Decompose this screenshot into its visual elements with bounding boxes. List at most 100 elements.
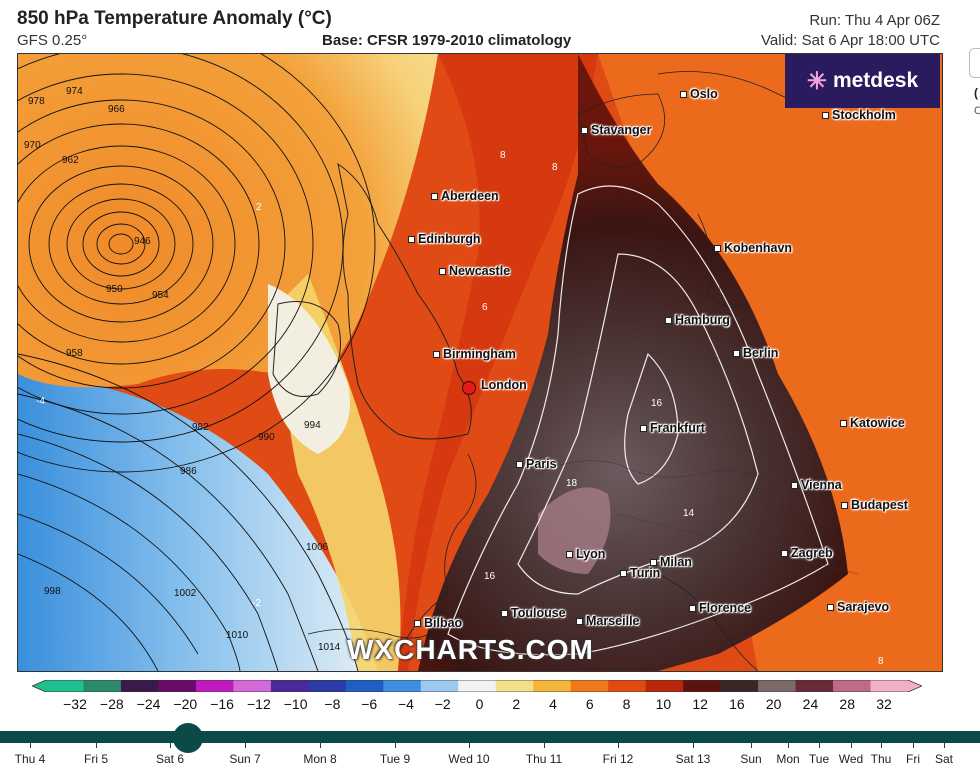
- timeline-day-label[interactable]: Mon 8: [303, 752, 337, 766]
- timeline-day-label[interactable]: Mon: [776, 752, 800, 766]
- timeline-day-label[interactable]: Sat 13: [675, 752, 711, 766]
- colorbar-tick-label: −6: [361, 696, 378, 712]
- timeline-day-label[interactable]: Wed: [838, 752, 864, 766]
- timeline-tick: [913, 742, 914, 748]
- city-label: Newcastle: [439, 264, 510, 278]
- anomaly-label: -4: [36, 396, 45, 407]
- colorbar-tick-label: −10: [283, 696, 308, 712]
- city-label: Marseille: [576, 614, 640, 628]
- anomaly-map[interactable]: [17, 53, 943, 672]
- city-label: Aberdeen: [431, 189, 499, 203]
- anomaly-label: 18: [566, 478, 578, 489]
- timeline-tick: [851, 742, 852, 748]
- anomaly-label: 2: [256, 202, 262, 213]
- timeline-track[interactable]: [0, 731, 980, 743]
- london-marker-icon: [462, 381, 476, 395]
- colorbar-tick-label: 32: [876, 696, 892, 712]
- timeline-scrubber[interactable]: [173, 723, 203, 753]
- city-label: Budapest: [841, 498, 908, 512]
- colorbar-tick-label: 8: [622, 696, 631, 712]
- city-label: Milan: [650, 555, 692, 569]
- city-label: Hamburg: [665, 313, 730, 327]
- colorbar-segment: [608, 680, 647, 692]
- isobar-label: 950: [106, 284, 123, 295]
- colorbar-segment: [383, 680, 422, 692]
- timeline-tick: [544, 742, 545, 748]
- colorbar-segment: [795, 680, 834, 692]
- isobar-label: 966: [108, 104, 125, 115]
- isobar-label: 1014: [318, 642, 341, 653]
- metdesk-logo-text: metdesk: [832, 69, 919, 92]
- timeline-day-label[interactable]: Thu 4: [14, 752, 46, 766]
- isobar-label: 994: [304, 420, 321, 431]
- colorbar-tick-label: −24: [136, 696, 161, 712]
- isobar-label: 974: [66, 86, 83, 97]
- colorbar-segment: [458, 680, 497, 692]
- timeline-day-label[interactable]: Tue: [808, 752, 830, 766]
- city-label: Bilbao: [414, 616, 462, 630]
- side-panel-text: (: [974, 86, 978, 100]
- colorbar-tick-label: 10: [655, 696, 672, 712]
- timeline-tick: [788, 742, 789, 748]
- colorbar-tick-label: 4: [549, 696, 557, 712]
- city-label: Edinburgh: [408, 232, 481, 246]
- colorbar-tick-label: −28: [99, 696, 124, 712]
- colorbar-segment: [345, 680, 384, 692]
- timeline-day-label[interactable]: Sun: [740, 752, 762, 766]
- timeline-tick: [170, 742, 171, 748]
- timeline-tick: [751, 742, 752, 748]
- colorbar-segment: [645, 680, 684, 692]
- colorbar-tick-label: −16: [210, 696, 234, 712]
- timeline-day-label[interactable]: Sat: [934, 752, 954, 766]
- timeline-day-label[interactable]: Fri 5: [84, 752, 108, 766]
- city-label: London: [481, 378, 527, 392]
- timeline-tick: [693, 742, 694, 748]
- colorbar-segment: [683, 680, 722, 692]
- timeline-tick: [320, 742, 321, 748]
- timeline-day-label[interactable]: Thu: [870, 752, 892, 766]
- colorbar-tick-label: 20: [765, 696, 782, 712]
- isobar-label: 970: [24, 140, 41, 151]
- timeline-day-label[interactable]: Tue 9: [379, 752, 411, 766]
- colorbar-tick-label: 0: [475, 696, 484, 712]
- timeline-day-label[interactable]: Sat 6: [155, 752, 185, 766]
- colorbar-segment: [420, 680, 459, 692]
- timeline-day-label[interactable]: Fri 12: [602, 752, 634, 766]
- isobar-label: 990: [258, 432, 275, 443]
- city-label: Stavanger: [581, 123, 651, 137]
- timeline-day-label[interactable]: Wed 10: [448, 752, 490, 766]
- isobar-label: 962: [62, 155, 79, 166]
- anomaly-contours: [447, 185, 829, 656]
- isobar-label: 946: [134, 236, 151, 247]
- timeline-day-label[interactable]: Fri: [906, 752, 920, 766]
- timeline-tick: [245, 742, 246, 748]
- city-label: Lyon: [566, 547, 605, 561]
- timeline-day-label[interactable]: Sun 7: [229, 752, 261, 766]
- colorbar-segment: [870, 680, 909, 692]
- isobars: [18, 54, 376, 671]
- chart-title: 850 hPa Temperature Anomaly (°C): [17, 8, 332, 29]
- colorbar-tick-label: 28: [839, 696, 856, 712]
- side-panel-button[interactable]: [969, 48, 980, 78]
- isobar-label: 954: [152, 290, 169, 301]
- anomaly-label: 16: [484, 571, 496, 582]
- model-label: GFS 0.25°: [17, 32, 88, 49]
- colorbar-tick-label: −8: [324, 696, 341, 712]
- base-climatology-label: Base: CFSR 1979-2010 climatology: [322, 32, 572, 49]
- timeline-tick: [469, 742, 470, 748]
- city-label: Kobenhavn: [714, 241, 792, 255]
- city-label: Florence: [689, 601, 751, 615]
- anomaly-label: 8: [878, 656, 884, 667]
- map-canvas: [18, 54, 942, 671]
- isobar-label: 998: [44, 586, 61, 597]
- city-label: Turin: [620, 566, 660, 580]
- city-label: Zagreb: [781, 546, 833, 560]
- timeline-day-label[interactable]: Thu 11: [525, 752, 563, 766]
- colorbar-tick-label: −2: [434, 696, 451, 712]
- colorbar: [32, 680, 922, 692]
- colorbar-tick-label: −20: [173, 696, 198, 712]
- colorbar-right-tip: [908, 680, 922, 692]
- isobar-label: 1002: [174, 588, 197, 599]
- city-label: Frankfurt: [640, 421, 705, 435]
- colorbar-segment: [570, 680, 609, 692]
